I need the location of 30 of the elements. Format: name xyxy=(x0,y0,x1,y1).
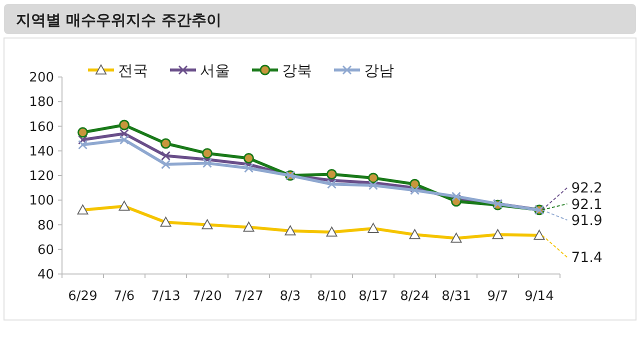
legend-label: 서울 xyxy=(200,61,230,80)
x-tick-label: 7/6 xyxy=(114,289,135,304)
x-tick-label: 9/14 xyxy=(524,289,554,304)
legend-label: 강북 xyxy=(282,61,312,80)
y-tick-label: 200 xyxy=(29,70,54,86)
chart-title: 지역별 매수우위지수 주간추이 xyxy=(16,11,222,29)
legend-label: 강남 xyxy=(364,61,394,80)
x-tick-label: 7/13 xyxy=(151,289,180,304)
x-tick-label: 8/24 xyxy=(400,289,430,304)
legend-label: 전국 xyxy=(118,61,148,80)
data-label: 92.1 xyxy=(571,196,602,213)
y-tick-label: 140 xyxy=(29,144,54,160)
x-tick-label: 8/3 xyxy=(280,289,301,304)
x-tick-label: 8/17 xyxy=(358,289,388,304)
x-tick-label: 8/10 xyxy=(317,289,346,304)
y-tick-label: 120 xyxy=(29,169,54,184)
x-tick-label: 9/7 xyxy=(487,289,508,304)
x-tick-label: 7/20 xyxy=(192,289,222,304)
x-tick-label: 6/29 xyxy=(68,289,98,304)
x-tick-label: 7/27 xyxy=(234,289,264,304)
y-tick-label: 180 xyxy=(29,95,54,110)
y-tick-label: 80 xyxy=(37,218,54,234)
data-label: 92.2 xyxy=(571,180,602,197)
data-label: 71.4 xyxy=(571,250,603,266)
y-tick-label: 160 xyxy=(29,120,54,135)
y-tick-label: 100 xyxy=(29,194,54,209)
x-tick-label: 8/31 xyxy=(442,289,471,304)
y-tick-label: 60 xyxy=(37,242,54,258)
data-label: 91.9 xyxy=(571,213,602,229)
y-tick-label: 40 xyxy=(37,268,54,283)
